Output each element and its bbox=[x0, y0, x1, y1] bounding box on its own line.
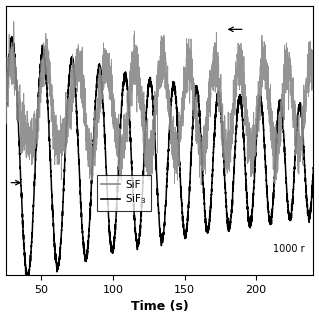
Legend: SiF, SiF$_3$: SiF, SiF$_3$ bbox=[97, 175, 151, 211]
X-axis label: Time (s): Time (s) bbox=[130, 300, 189, 314]
Text: 1000 r: 1000 r bbox=[272, 244, 304, 254]
